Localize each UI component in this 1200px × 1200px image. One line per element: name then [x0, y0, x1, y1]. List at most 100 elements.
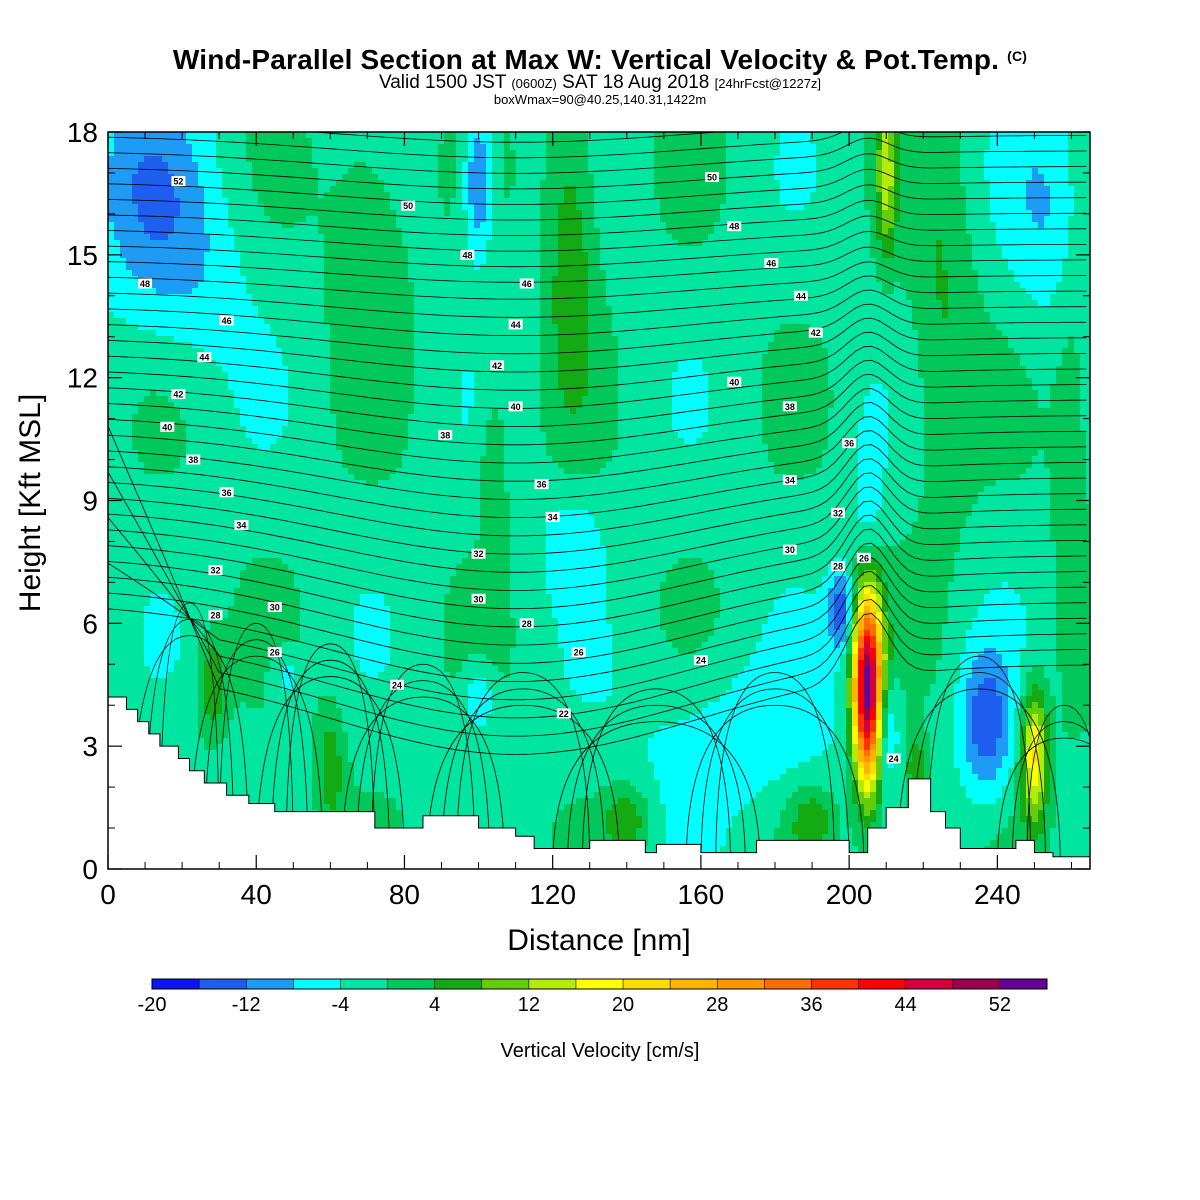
x-tick-label: 160	[678, 879, 725, 910]
isentrope-label-box	[831, 561, 846, 572]
isentrope-label: 46	[522, 279, 532, 289]
isentrope-label-box	[842, 438, 857, 449]
copyright-mark: (C)	[1007, 48, 1027, 64]
isentrope-dome	[567, 704, 746, 869]
isentrope-label-box	[186, 454, 201, 465]
isentrope-label: 44	[511, 320, 521, 330]
colorbar-label: 52	[989, 994, 1011, 1016]
isentrope-label: 28	[522, 619, 532, 629]
isentrope-dome	[218, 622, 294, 869]
y-tick-label: 12	[67, 363, 98, 394]
isentrope-dome	[1026, 704, 1090, 869]
isentrope-dome	[285, 643, 376, 869]
chart-title: Wind-Parallel Section at Max W: Vertical…	[0, 44, 1200, 76]
isentrope-label: 42	[811, 328, 821, 338]
isentrope-label: 48	[140, 279, 150, 289]
isentrope-label-box	[705, 172, 720, 183]
colorbar-swatch	[623, 979, 671, 989]
isentrope-label-box	[831, 507, 846, 518]
x-tick-label: 200	[826, 879, 873, 910]
isentrope-line	[108, 246, 1087, 283]
isentrope-label: 46	[766, 259, 776, 269]
colorbar-frame	[151, 978, 1048, 990]
isentrope-label-box	[471, 548, 486, 559]
isentrope-line	[108, 426, 1087, 755]
isentrope-line	[108, 486, 1087, 591]
isentrope-label: 38	[188, 455, 198, 465]
y-tick-label: 6	[82, 608, 98, 639]
colorbar-label: -4	[332, 994, 350, 1016]
colorbar-swatch	[152, 979, 200, 989]
x-tick-label: 40	[241, 879, 272, 910]
isentrope-label: 26	[859, 553, 869, 563]
isentrope-label: 30	[785, 545, 795, 555]
chart-subtitle: Valid 1500 JST (0600Z) SAT 18 Aug 2018 […	[0, 72, 1200, 94]
colorbar-swatch	[481, 979, 530, 989]
isentrope-line	[108, 317, 1087, 373]
isentrope-dome	[426, 704, 620, 869]
isentrope-labels: 52 50 50 48 48 48 46 46 46 44 44 44 42 42 42 40 40 40 38 38…	[138, 172, 901, 764]
isentrope-label-box	[727, 221, 742, 232]
isentrope-dome	[341, 696, 505, 869]
isentrope-dome	[270, 659, 391, 869]
isentrope-label-box	[219, 487, 234, 498]
isentrope-line	[108, 500, 1087, 610]
isentrope-line	[108, 517, 1087, 719]
isentrope-dome	[552, 721, 761, 869]
isentrope-line	[108, 168, 1087, 205]
isentrope-label: 42	[173, 390, 183, 400]
isentrope-label: 44	[796, 291, 806, 301]
isentrope-label-box	[519, 278, 534, 289]
colorbar-swatch	[293, 979, 341, 989]
colorbar-swatch	[999, 979, 1048, 989]
valid-date: SAT 18 Aug 2018	[562, 72, 709, 93]
isentrope-label-box	[727, 376, 742, 387]
chart-title-text: Wind-Parallel Section at Max W: Vertical…	[173, 44, 999, 75]
isentrope-dome	[441, 688, 605, 869]
colorbar-swatch	[246, 979, 294, 989]
valid-prefix: Valid 1500 JST	[379, 72, 506, 93]
isentrope-dome	[911, 672, 1046, 869]
isentrope-dome	[996, 737, 1090, 869]
isentrope-label: 38	[785, 402, 795, 412]
isentrope-dome	[189, 655, 324, 869]
y-tick-label: 3	[82, 731, 98, 762]
isentrope-label-box	[171, 389, 186, 400]
isentrope-label-box	[208, 610, 223, 621]
isentrope-line	[108, 471, 1087, 737]
isentrope-label: 22	[559, 709, 569, 719]
isentrope-label: 48	[462, 250, 472, 260]
isentrope-label: 26	[270, 647, 280, 657]
colorbar-swatch	[858, 979, 907, 989]
isentrope-line	[108, 184, 1087, 221]
colorbar-label: 20	[612, 994, 634, 1016]
isentrope-label: 30	[474, 594, 484, 604]
isentrope-lines	[108, 132, 1090, 869]
colorbar-swatch	[952, 979, 1001, 989]
y-tick-label: 18	[67, 117, 98, 148]
isentrope-label: 34	[548, 512, 558, 522]
isentrope-label: 40	[162, 422, 172, 432]
isentrope-label: 36	[222, 488, 232, 498]
isentrope-line	[108, 472, 1087, 573]
isentrope-label: 44	[199, 353, 209, 363]
colorbar-label: 4	[429, 994, 440, 1016]
colorbar-swatch	[811, 979, 860, 989]
isentrope-line	[108, 215, 1087, 252]
colorbar-label: -12	[232, 994, 261, 1016]
isentrope-line	[108, 303, 1087, 355]
valid-utc: (0600Z)	[511, 76, 557, 91]
isentrope-dome	[896, 688, 1061, 869]
x-tick-label: 120	[529, 879, 576, 910]
isentrope-label: 24	[392, 680, 402, 690]
isentrope-line	[108, 388, 1087, 464]
isentrope-line	[108, 444, 1087, 537]
isentrope-line	[108, 556, 1087, 682]
isentrope-label: 36	[844, 439, 854, 449]
isentrope-label-box	[782, 544, 797, 555]
colorbar-swatch	[340, 979, 389, 989]
colorbar-swatch	[670, 979, 718, 989]
isentrope-dome	[159, 602, 220, 869]
